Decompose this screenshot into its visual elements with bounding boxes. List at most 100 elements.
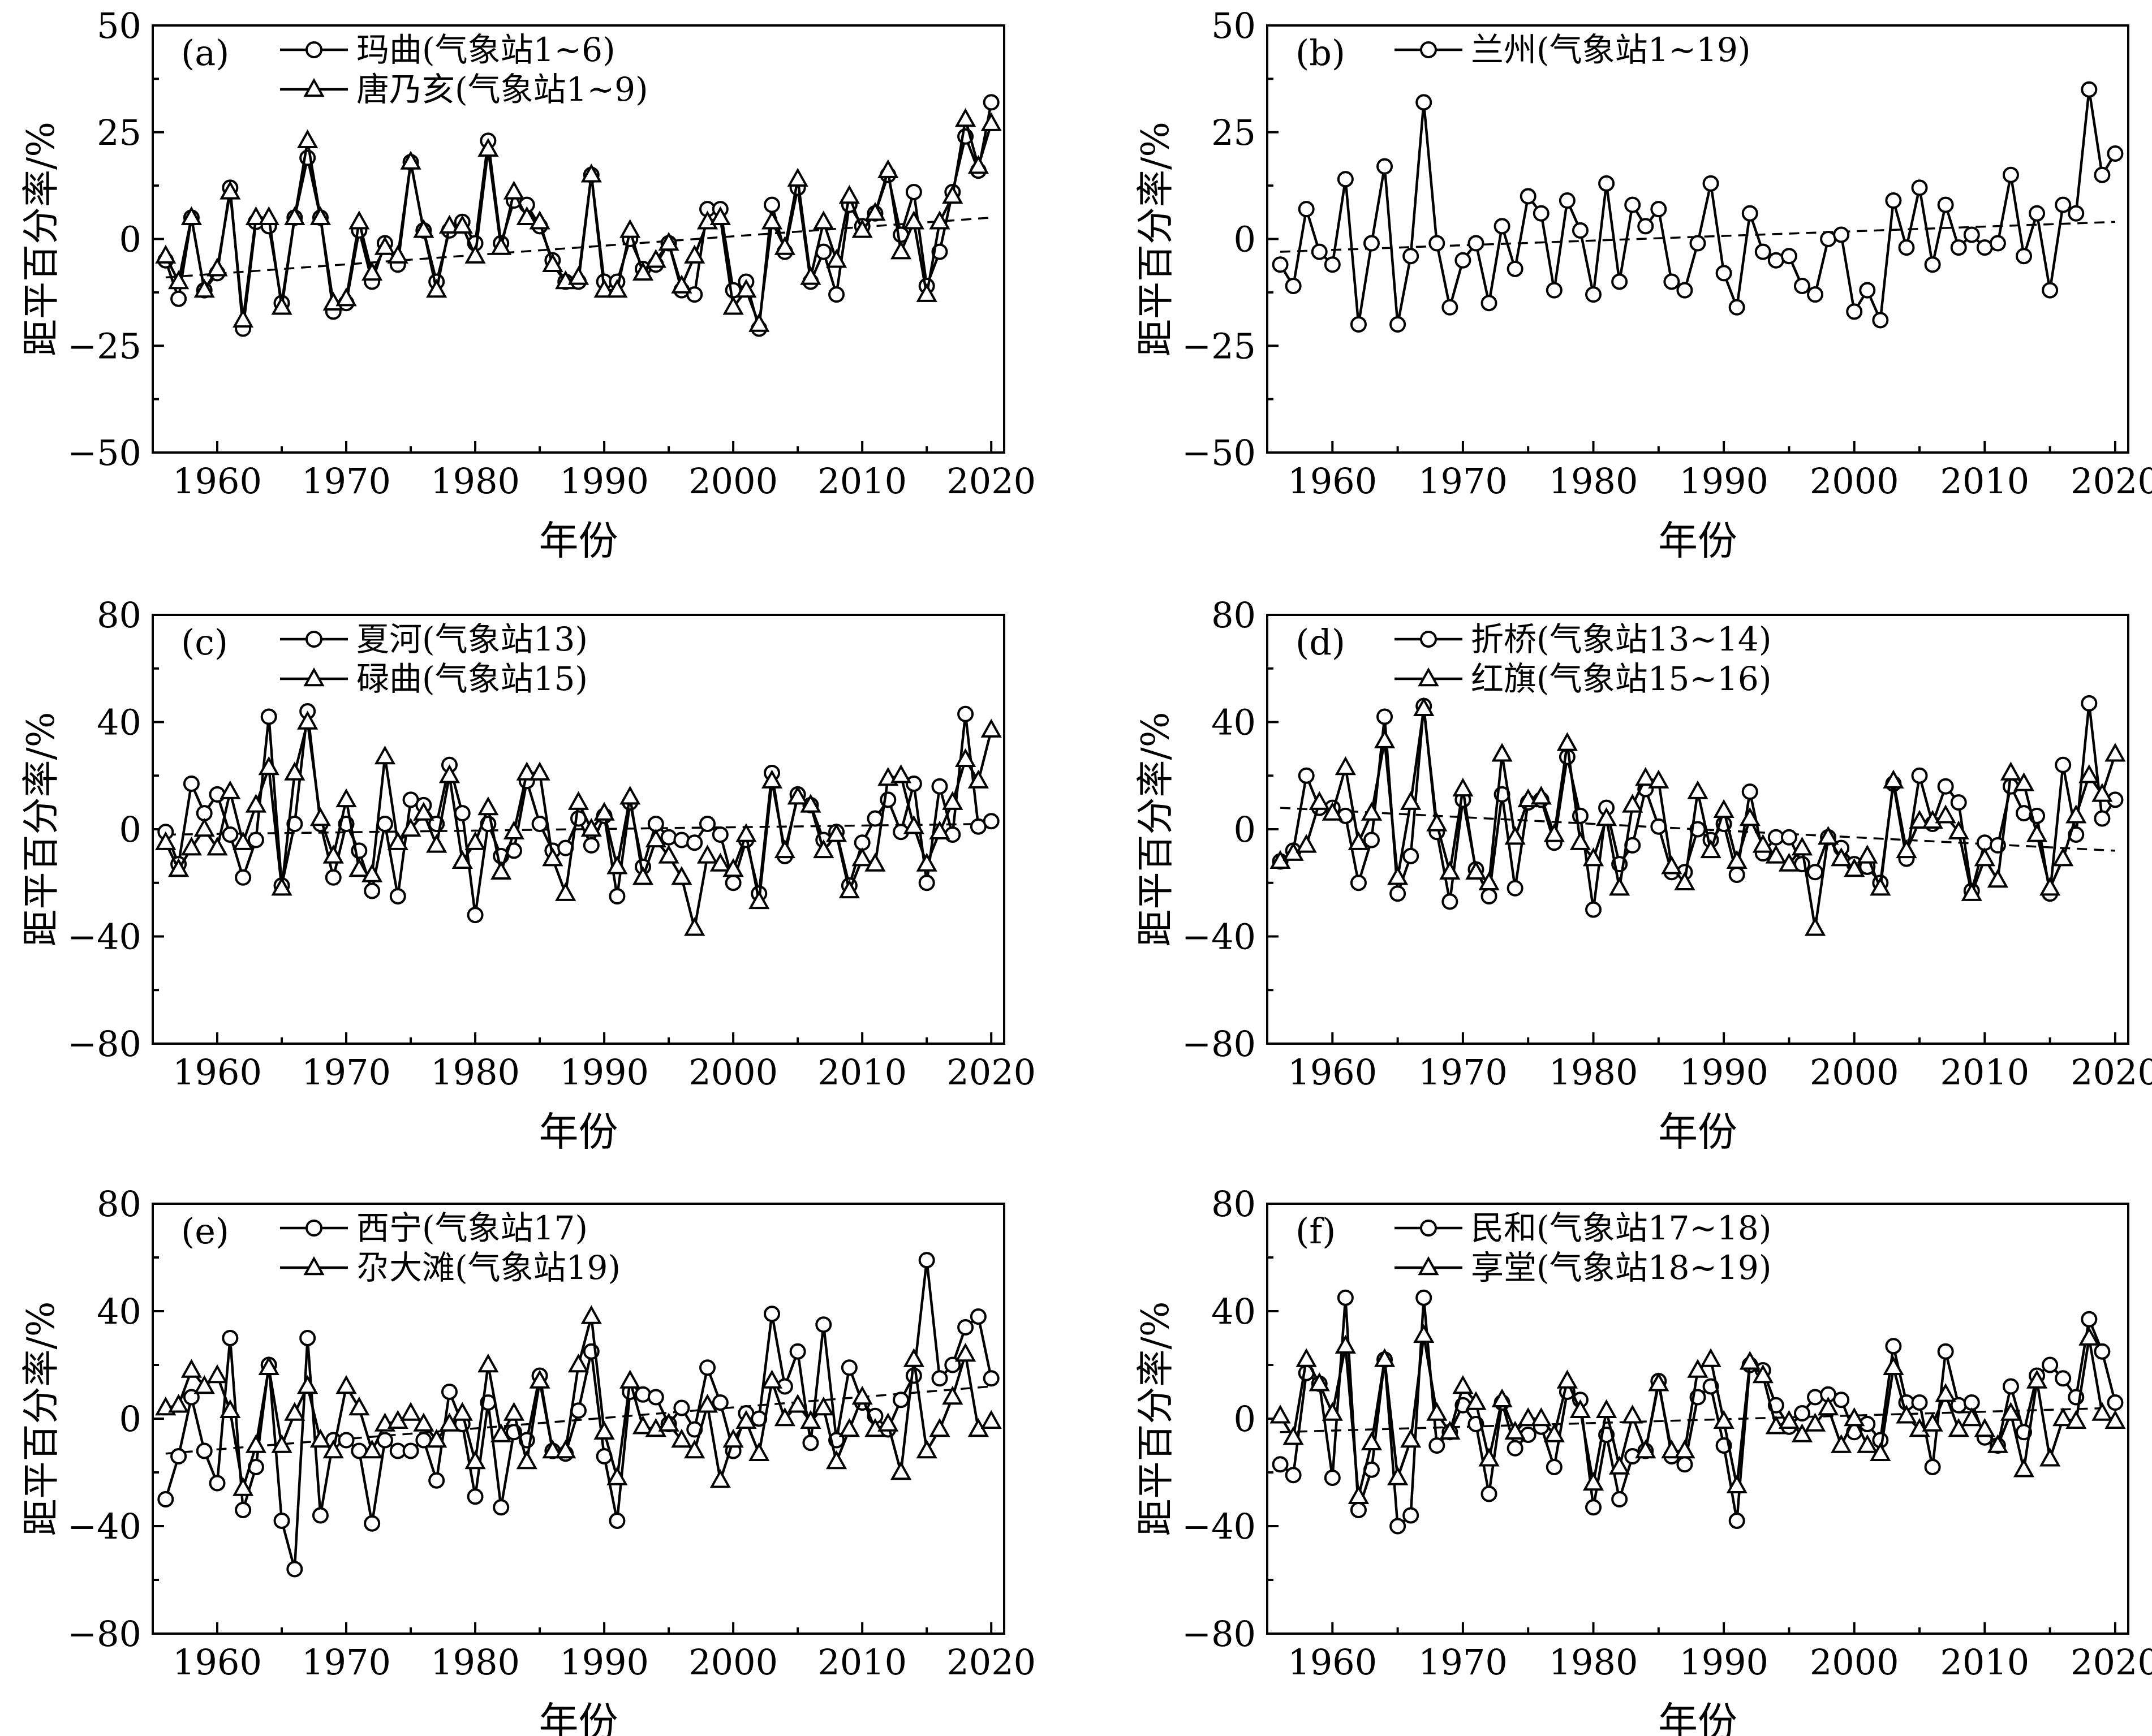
triangle-marker: [309, 807, 332, 826]
triangle-marker: [2104, 743, 2126, 762]
legend-circle-marker: [305, 631, 322, 648]
triangle-marker: [593, 279, 615, 298]
triangle-marker: [761, 769, 783, 789]
triangle-marker: [929, 1418, 950, 1437]
y-tick-label: −40: [1182, 1506, 1256, 1547]
legend-circle-marker: [305, 41, 322, 58]
circle-marker: [299, 1330, 316, 1346]
triangle-marker: [361, 261, 383, 281]
x-axis-label: 年份: [1658, 1109, 1737, 1155]
circle-marker: [1546, 1459, 1563, 1475]
circle-marker: [1793, 278, 1810, 295]
circle-marker: [2094, 810, 2111, 827]
triangle-marker: [529, 1369, 550, 1389]
triangle-marker: [413, 802, 434, 821]
circle-marker: [1480, 1485, 1497, 1502]
triangle-marker: [1452, 1375, 1474, 1394]
circle-marker: [364, 1515, 381, 1532]
triangle-marker: [1648, 1372, 1669, 1392]
circle-marker: [312, 1507, 329, 1524]
triangle-marker: [155, 244, 177, 264]
circle-marker: [918, 875, 935, 891]
chart-panel-5: −80 −40 0 40 80 1960 1970 1980 1990 2000 2010 2020 年…: [19, 1183, 1036, 1736]
y-axis-label: 距平百分率/%: [1134, 1302, 1177, 1536]
circle-marker: [209, 1475, 226, 1492]
triangle-marker: [748, 890, 770, 910]
x-tick-label: 2010: [1940, 1052, 2029, 1093]
triangle-marker: [542, 253, 563, 272]
triangle-marker: [1269, 1405, 1291, 1424]
triangle-marker: [1896, 1405, 1917, 1424]
circle-marker: [2002, 166, 2019, 183]
triangle-marker: [1595, 807, 1617, 826]
circle-marker: [1807, 286, 1824, 303]
circle-marker: [1507, 880, 1523, 897]
triangle-marker: [1922, 809, 1943, 829]
series-line-1: [1279, 1296, 2117, 1528]
triangle-marker: [1426, 1402, 1448, 1421]
triangle-marker: [748, 313, 770, 332]
triangle-marker: [335, 788, 357, 808]
triangle-marker: [2078, 764, 2100, 783]
triangle-marker: [348, 210, 370, 230]
circle-marker: [1402, 847, 1419, 864]
triangle-marker: [567, 1353, 589, 1373]
circle-marker: [1950, 239, 1967, 256]
circle-marker: [1728, 1513, 1745, 1529]
circle-marker: [828, 286, 845, 303]
triangle-marker: [696, 1394, 718, 1413]
triangle-marker: [1870, 1442, 1891, 1461]
trend-line: [165, 217, 992, 279]
circle-marker: [609, 888, 626, 904]
triangle-marker: [1935, 804, 1956, 824]
y-tick-label: −50: [67, 432, 141, 473]
circle-marker: [1376, 158, 1393, 175]
triangle-marker: [1504, 1420, 1526, 1440]
triangle-marker: [438, 764, 460, 783]
x-tick-label: 2000: [1810, 460, 1899, 502]
triangle-marker: [1543, 1423, 1565, 1442]
triangle-marker: [671, 866, 692, 885]
triangle-marker: [619, 1369, 641, 1389]
triangle-marker: [361, 1439, 383, 1459]
x-tick-label: 1990: [1679, 1052, 1768, 1093]
circle-marker: [2055, 1370, 2072, 1387]
triangle-marker: [580, 817, 602, 837]
triangle-marker: [400, 1402, 421, 1421]
circle-marker: [1363, 235, 1380, 252]
circle-marker: [647, 1389, 664, 1406]
triangle-marker: [825, 1450, 847, 1470]
legend-entry-2: 红旗(气象站15~16): [1395, 660, 1771, 698]
triangle-marker: [1674, 1439, 1695, 1459]
circle-marker: [1480, 295, 1497, 312]
legend-label: 折桥(气象站13~14): [1471, 620, 1771, 658]
circle-marker: [1324, 1470, 1341, 1486]
circle-marker: [196, 1442, 213, 1459]
triangle-marker: [619, 219, 641, 238]
x-tick-label: 2020: [946, 460, 1036, 502]
triangle-marker: [438, 214, 460, 234]
circle-marker: [2068, 205, 2085, 222]
triangle-marker: [1426, 812, 1448, 832]
panel-label: (c): [181, 622, 228, 663]
triangle-marker: [851, 219, 873, 238]
triangle-marker: [709, 206, 731, 225]
triangle-marker: [1478, 871, 1500, 890]
circle-marker: [1533, 205, 1550, 222]
triangle-marker: [1582, 847, 1604, 867]
circle-marker: [957, 705, 974, 722]
circle-marker: [1389, 316, 1406, 333]
triangle-marker: [2078, 1326, 2100, 1346]
triangle-marker: [980, 718, 1002, 738]
triangle-marker: [490, 236, 512, 255]
circle-marker: [1937, 196, 1954, 213]
triangle-marker: [400, 150, 421, 170]
triangle-marker: [245, 206, 267, 225]
triangle-marker: [400, 817, 421, 837]
triangle-marker: [942, 791, 963, 810]
triangle-marker: [645, 249, 666, 268]
y-tick-label: −40: [67, 1506, 141, 1547]
circle-marker: [1793, 1405, 1810, 1421]
legend-entry-2: 享堂(气象站18~19): [1395, 1248, 1771, 1287]
circle-marker: [1663, 273, 1680, 290]
